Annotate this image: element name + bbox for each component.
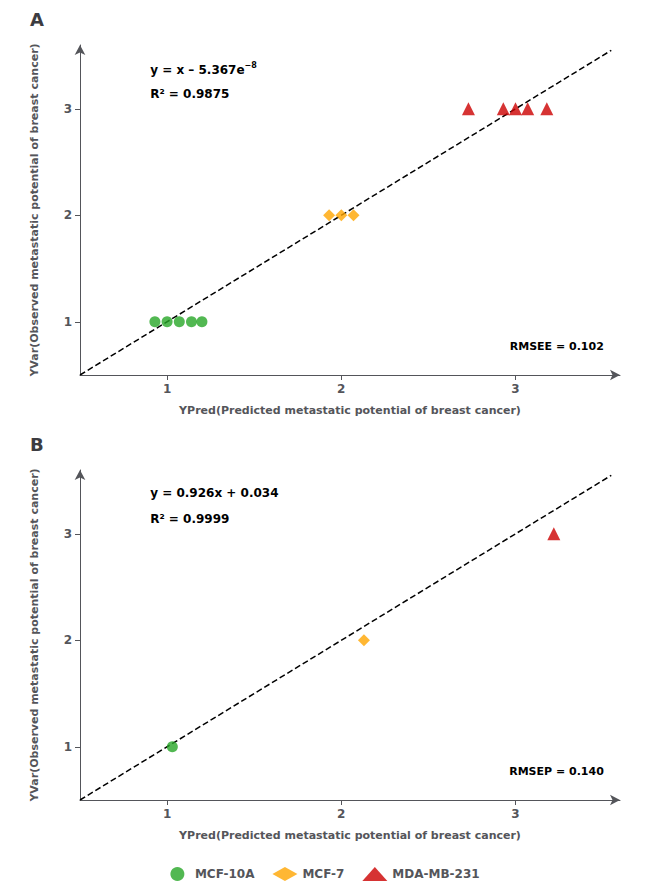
svg-text:YPred(Predicted metastatic pot: YPred(Predicted metastatic potential of … [178, 829, 521, 842]
svg-text:YPred(Predicted metastatic pot: YPred(Predicted metastatic potential of … [178, 404, 521, 417]
svg-text:RMSEP = 0.140: RMSEP = 0.140 [509, 765, 604, 778]
svg-text:MCF-10A: MCF-10A [195, 867, 255, 881]
svg-text:R² = 0.9999: R² = 0.9999 [150, 512, 229, 526]
svg-text:2: 2 [337, 382, 345, 396]
svg-text:−8: −8 [245, 61, 258, 70]
svg-text:3: 3 [511, 807, 519, 821]
svg-text:2: 2 [64, 208, 72, 222]
svg-text:3: 3 [511, 382, 519, 396]
svg-text:2: 2 [337, 807, 345, 821]
svg-text:A: A [30, 9, 44, 30]
svg-text:R² = 0.9875: R² = 0.9875 [150, 87, 229, 101]
svg-text:B: B [30, 434, 44, 455]
svg-text:3: 3 [64, 102, 72, 116]
svg-text:YVar(Observed metastatic poten: YVar(Observed metastatic potential of br… [28, 43, 41, 377]
svg-text:MCF-7: MCF-7 [302, 867, 344, 881]
svg-text:y = 0.926x + 0.034: y = 0.926x + 0.034 [150, 486, 278, 500]
svg-text:1: 1 [163, 382, 171, 396]
svg-text:3: 3 [64, 527, 72, 541]
svg-text:2: 2 [64, 633, 72, 647]
svg-text:y = x – 5.367e: y = x – 5.367e [150, 63, 244, 77]
svg-text:1: 1 [64, 315, 72, 329]
svg-text:1: 1 [163, 807, 171, 821]
svg-text:1: 1 [64, 740, 72, 754]
svg-text:YVar(Observed metastatic poten: YVar(Observed metastatic potential of br… [28, 468, 41, 802]
svg-text:MDA-MB-231: MDA-MB-231 [392, 867, 479, 881]
svg-text:RMSEE = 0.102: RMSEE = 0.102 [510, 340, 604, 353]
